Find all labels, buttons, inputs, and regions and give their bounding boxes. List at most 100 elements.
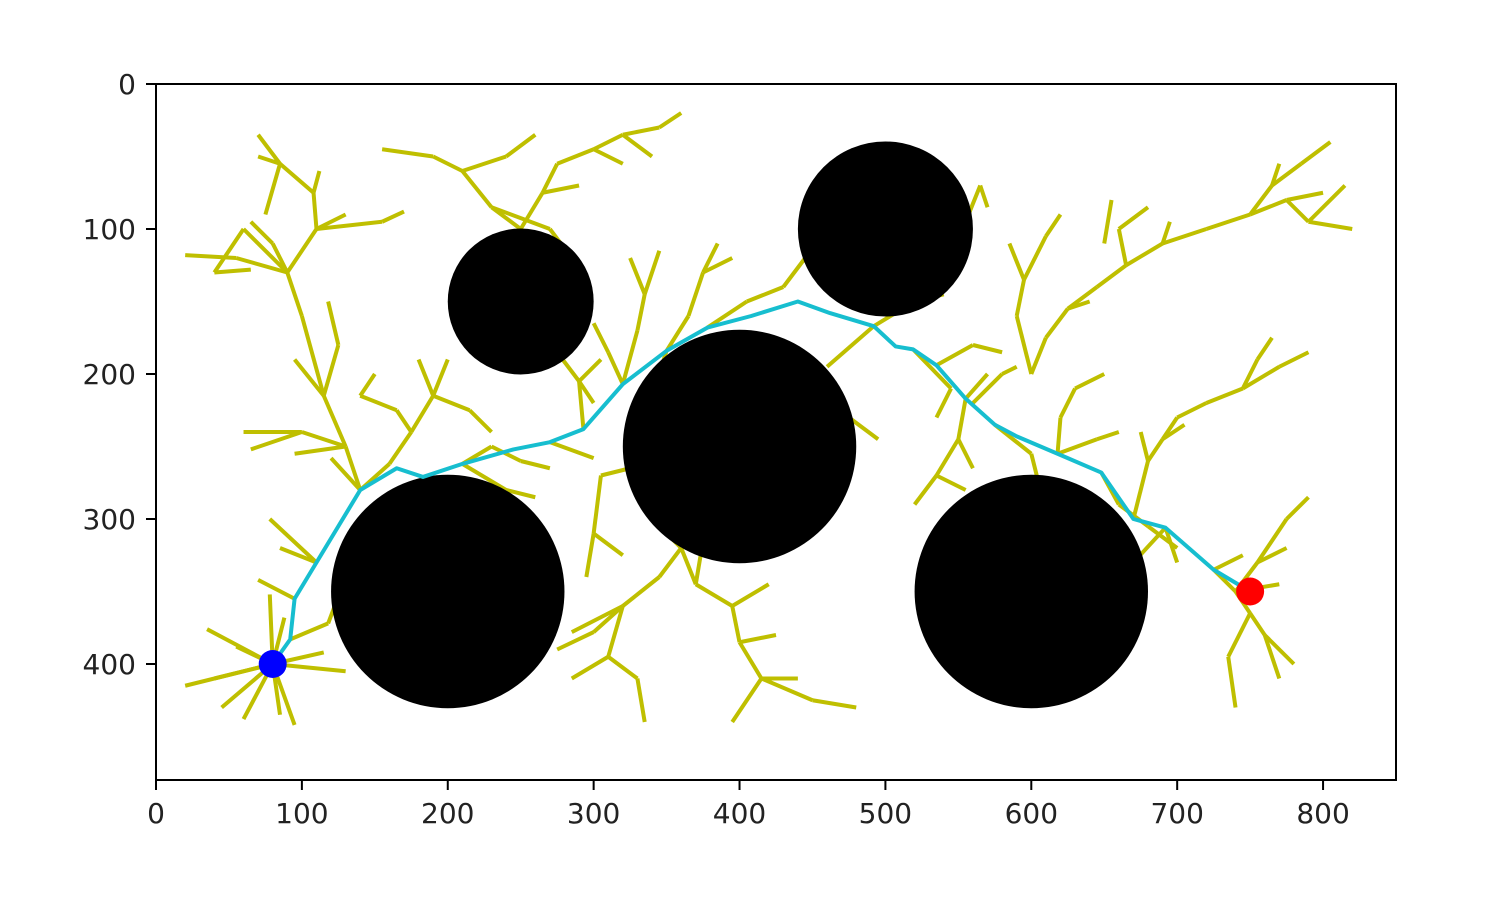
tree-edge (1102, 199, 1114, 244)
tree-edge (621, 133, 654, 159)
tree-edge (1248, 612, 1267, 637)
tree-edge (1248, 184, 1274, 216)
tree-edge (311, 192, 319, 230)
tree-edge (1067, 299, 1091, 311)
tree-edge (702, 256, 734, 275)
tree-edge (1286, 190, 1324, 202)
tree-edge (730, 605, 742, 643)
tree-edge (1278, 350, 1310, 369)
tree-edge (505, 488, 536, 500)
tree-edge (1074, 372, 1106, 391)
tree-edge (212, 227, 246, 274)
tree-edge (1116, 228, 1129, 266)
tree-edge (935, 473, 967, 492)
tree-edge (1299, 140, 1332, 166)
tree-edge (285, 227, 319, 274)
tree-edge (694, 582, 734, 608)
x-tick-label: 800 (1296, 797, 1349, 830)
tree-edge (622, 125, 660, 137)
tree-edge (570, 604, 624, 634)
tree-edge (1285, 198, 1310, 224)
tree-edge (1095, 263, 1128, 289)
tree-edge (1263, 633, 1296, 666)
tree-edge (591, 475, 603, 534)
tree-edge (1055, 417, 1063, 454)
tree-edge (1161, 423, 1186, 441)
tree-edge (311, 170, 322, 194)
tree-edge (570, 655, 610, 681)
tree-edge (592, 147, 624, 166)
tree-edge (1058, 387, 1077, 419)
tree-edge (1163, 527, 1180, 564)
tree-edge (504, 133, 537, 159)
tree-edge (812, 698, 857, 710)
obstacle-circle (447, 228, 594, 375)
tree-edge (468, 408, 493, 434)
tree-edge (577, 381, 586, 430)
y-tick-label: 100 (83, 213, 136, 246)
tree-edge (577, 380, 596, 405)
tree-edge (1014, 279, 1026, 317)
x-tick-label: 0 (147, 797, 165, 830)
tree-edge (279, 546, 318, 565)
tree-edge (760, 676, 814, 703)
tree-edge (289, 621, 329, 642)
x-tick-label: 300 (567, 797, 620, 830)
tree-edge (278, 162, 315, 195)
tree-edge (701, 242, 720, 274)
tree-edge (1125, 241, 1164, 267)
tree-edge (540, 162, 559, 194)
tree-edge (381, 147, 434, 159)
tree-edge (1022, 235, 1048, 281)
tree-edge (621, 575, 661, 608)
tree-edge (184, 662, 274, 688)
tree-edge (1226, 656, 1238, 708)
tree-edge (1270, 162, 1303, 188)
obstacle-circle (331, 474, 565, 709)
tree-edge (1256, 546, 1288, 565)
tree-edge (1014, 315, 1034, 375)
tree-edge (490, 444, 522, 463)
y-tick-label: 300 (83, 503, 136, 536)
tree-edge (706, 299, 748, 330)
tree-edge (518, 191, 545, 231)
tree-edge (461, 462, 508, 492)
tree-edge (301, 430, 347, 449)
tree-edge (293, 358, 326, 398)
tree-edge (1117, 205, 1150, 231)
tree-edge (1161, 227, 1207, 246)
tree-edge (592, 531, 625, 557)
tree-edge (1226, 612, 1252, 658)
tree-edge (956, 398, 968, 440)
tree-edge (1001, 364, 1018, 376)
tree-edge (1056, 437, 1098, 456)
tree-edge (1255, 517, 1289, 564)
tree-edge (359, 393, 398, 413)
tree-edge (971, 372, 1004, 405)
tree-edge (825, 324, 876, 369)
obstacle-circle (914, 474, 1148, 709)
tree-edge (542, 183, 580, 195)
tree-edge (591, 322, 611, 354)
tree-edge (1270, 163, 1282, 187)
tree-edge (263, 163, 282, 216)
tree-edge (1262, 634, 1282, 680)
tree-edge (978, 184, 990, 208)
tree-edge (847, 415, 880, 441)
tree-edge (1044, 213, 1063, 238)
tree-edge (606, 605, 625, 658)
tree-edge (635, 678, 647, 723)
tree-edge (1308, 219, 1353, 231)
tree-edge (912, 474, 939, 506)
tree-edge (1160, 221, 1172, 245)
tree-edge (358, 372, 377, 397)
axes-frame (155, 83, 1397, 781)
tree-edge (268, 517, 318, 564)
x-axis: 0 100 200 300 400 500 600 700 800 (147, 780, 1350, 830)
tree-edge (409, 394, 435, 434)
x-tick-label: 600 (1005, 797, 1058, 830)
tree-edge (686, 271, 705, 317)
tree-edge (956, 438, 975, 470)
tree-edge (1131, 460, 1150, 520)
obstacle-circle (622, 329, 857, 564)
